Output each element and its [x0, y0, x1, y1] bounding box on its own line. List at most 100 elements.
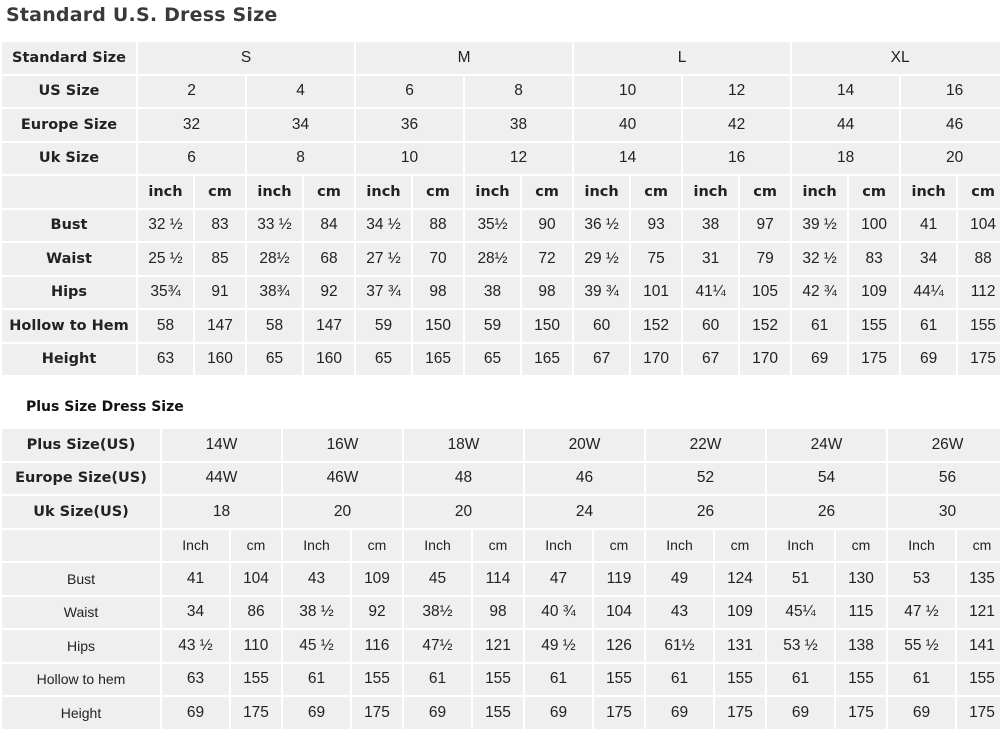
row-header: Height	[2, 697, 160, 729]
measurement-cell: 152	[631, 310, 682, 342]
measurement-cell: 121	[957, 596, 1000, 628]
measurement-cell: 160	[304, 343, 355, 375]
size-cell: 26	[646, 496, 765, 528]
us-size-row: US Size 2 4 6 8 10 12 14 16	[2, 75, 1000, 107]
unit-inch-cell: inch	[138, 176, 193, 208]
size-cell: 12	[465, 142, 573, 174]
size-cell: 26	[767, 496, 886, 528]
measurement-row: Height 69 175 69 175 69 155 69 175 69 175 69 175 69 17…	[2, 697, 1000, 729]
row-header: Europe Size(US)	[2, 462, 160, 494]
unit-inch-cell: Inch	[646, 529, 713, 561]
measurement-cell: 175	[836, 697, 886, 729]
row-header: Plus Size(US)	[2, 429, 160, 461]
unit-cm-cell: cm	[304, 176, 355, 208]
measurement-cell: 98	[522, 276, 573, 308]
unit-cm-cell: cm	[740, 176, 791, 208]
unit-inch-cell: Inch	[283, 529, 350, 561]
unit-cm-cell: cm	[413, 176, 464, 208]
europe-size-row: Europe Size 32 34 36 38 40 42 44 46	[2, 109, 1000, 141]
measurement-cell: 88	[413, 209, 464, 241]
measurement-cell: 84	[304, 209, 355, 241]
measurement-cell: 69	[767, 697, 834, 729]
size-cell: 20	[404, 496, 523, 528]
size-cell: XL	[792, 42, 1000, 74]
measurement-cell: 53	[888, 563, 955, 595]
size-cell: 4	[247, 75, 355, 107]
measurement-cell: 121	[473, 630, 523, 662]
size-cell: 6	[356, 75, 464, 107]
unit-cm-cell: cm	[522, 176, 573, 208]
measurement-cell: 155	[473, 697, 523, 729]
measurement-cell: 38	[465, 276, 521, 308]
size-cell: 6	[138, 142, 245, 174]
unit-cm-cell: cm	[958, 176, 1000, 208]
measurement-cell: 61	[646, 663, 713, 695]
measurement-cell: 175	[594, 697, 644, 729]
measurement-cell: 69	[646, 697, 713, 729]
measurement-cell: 41	[162, 563, 229, 595]
row-header: Waist	[2, 596, 160, 628]
size-cell: 16	[683, 142, 791, 174]
unit-row: inch cm inch cm inch cm inch cm inch cm inch cm inch…	[2, 176, 1000, 208]
unit-inch-cell: inch	[574, 176, 630, 208]
measurement-cell: 42 ¾	[792, 276, 848, 308]
measurement-cell: 86	[231, 596, 281, 628]
measurement-cell: 61	[888, 663, 955, 695]
measurement-cell: 116	[352, 630, 402, 662]
plus-size-table: Plus Size(US) 14W 16W 18W 20W 22W 24W 26…	[0, 427, 1000, 731]
measurement-cell: 147	[195, 310, 245, 342]
measurement-cell: 65	[356, 343, 412, 375]
unit-cm-cell: cm	[631, 176, 682, 208]
measurement-cell: 101	[631, 276, 682, 308]
unit-inch-cell: inch	[792, 176, 848, 208]
size-cell: 18	[792, 142, 900, 174]
measurement-cell: 63	[162, 663, 229, 695]
measurement-cell: 150	[522, 310, 573, 342]
measurement-cell: 175	[849, 343, 900, 375]
size-cell: 2	[138, 75, 245, 107]
measurement-row: Height 63 160 65 160 65 165 65 165 67 170 67 170 69 17…	[2, 343, 1000, 375]
measurement-row: Waist 25 ½ 85 28½ 68 27 ½ 70 28½ 72 29 ½ 75 31 79 32 …	[2, 243, 1000, 275]
unit-inch-cell: Inch	[888, 529, 955, 561]
measurement-cell: 104	[231, 563, 281, 595]
measurement-cell: 150	[413, 310, 464, 342]
measurement-cell: 34	[901, 243, 957, 275]
measurement-cell: 97	[740, 209, 791, 241]
measurement-cell: 91	[195, 276, 245, 308]
unit-inch-cell: inch	[356, 176, 412, 208]
measurement-cell: 155	[715, 663, 765, 695]
row-header: Hollow to Hem	[2, 310, 136, 342]
measurement-cell: 170	[740, 343, 791, 375]
measurement-cell: 60	[574, 310, 630, 342]
measurement-cell: 38¾	[247, 276, 302, 308]
measurement-cell: 138	[836, 630, 886, 662]
measurement-cell: 83	[849, 243, 900, 275]
measurement-cell: 45	[404, 563, 471, 595]
size-cell: 22W	[646, 429, 765, 461]
measurement-cell: 155	[849, 310, 900, 342]
measurement-cell: 58	[138, 310, 193, 342]
measurement-cell: 175	[231, 697, 281, 729]
measurement-cell: 160	[195, 343, 245, 375]
unit-cm-cell: cm	[594, 529, 644, 561]
measurement-cell: 119	[594, 563, 644, 595]
measurement-cell: 69	[162, 697, 229, 729]
unit-inch-cell: Inch	[525, 529, 592, 561]
measurement-cell: 170	[631, 343, 682, 375]
unit-inch-cell: inch	[465, 176, 521, 208]
size-cell: 18	[162, 496, 281, 528]
measurement-cell: 92	[352, 596, 402, 628]
measurement-cell: 109	[849, 276, 900, 308]
size-cell: 34	[247, 109, 355, 141]
size-cell: 54	[767, 462, 886, 494]
measurement-cell: 33 ½	[247, 209, 302, 241]
measurement-cell: 112	[958, 276, 1000, 308]
measurement-row: Hollow to Hem 58 147 58 147 59 150 59 150 60 152 60…	[2, 310, 1000, 342]
measurement-cell: 49 ½	[525, 630, 592, 662]
measurement-cell: 43	[646, 596, 713, 628]
size-cell: 16	[901, 75, 1000, 107]
measurement-cell: 152	[740, 310, 791, 342]
measurement-cell: 58	[247, 310, 302, 342]
measurement-cell: 114	[473, 563, 523, 595]
measurement-cell: 55 ½	[888, 630, 955, 662]
